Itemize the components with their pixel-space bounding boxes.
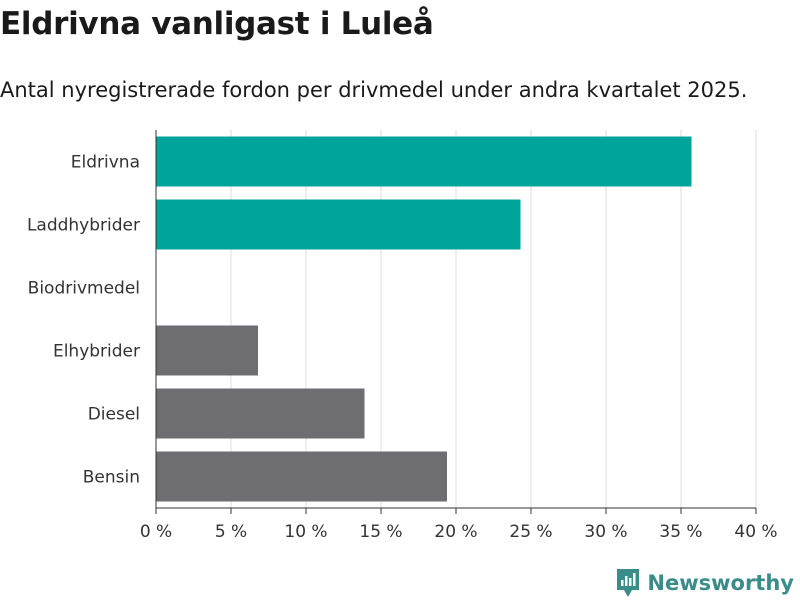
- grid-lines: [230, 130, 757, 508]
- x-tick-label: 15 %: [359, 522, 402, 542]
- category-label: Elhybrider: [53, 342, 140, 362]
- category-label: Laddhybrider: [27, 216, 140, 236]
- axes: [155, 130, 757, 514]
- category-label: Eldrivna: [71, 153, 140, 173]
- category-label: Biodrivmedel: [28, 279, 140, 299]
- bar-eldrivna: [156, 136, 692, 187]
- x-tick-label: 20 %: [434, 522, 477, 542]
- bar-laddhybrider: [156, 199, 521, 250]
- x-tick-label: 40 %: [734, 522, 777, 542]
- x-tick-label: 10 %: [284, 522, 327, 542]
- x-tick-label: 0 %: [140, 522, 172, 542]
- newsworthy-logo: Newsworthy: [615, 568, 794, 598]
- bars: [156, 136, 692, 502]
- bar-diesel: [156, 388, 365, 439]
- newsworthy-logo-icon: [617, 569, 640, 597]
- x-tick-label: 35 %: [659, 522, 702, 542]
- bar-bensin: [156, 451, 447, 502]
- category-label: Diesel: [88, 405, 140, 425]
- x-tick-label: 25 %: [509, 522, 552, 542]
- chart-subtitle: Antal nyregistrerade fordon per drivmede…: [0, 78, 748, 102]
- bar-elhybrider: [156, 325, 258, 376]
- chart-title: Eldrivna vanligast i Luleå: [0, 6, 434, 42]
- category-labels: Eldrivna Laddhybrider Biodrivmedel Elhybrid…: [27, 153, 140, 488]
- x-tick-label: 5 %: [215, 522, 247, 542]
- x-tick-label: 30 %: [584, 522, 627, 542]
- category-label: Bensin: [83, 468, 140, 488]
- brand-name: Newsworthy: [647, 571, 794, 595]
- tick-labels: 0 % 5 % 10 % 15 % 20 % 25 % 30 % 35 % 40 %: [140, 522, 778, 542]
